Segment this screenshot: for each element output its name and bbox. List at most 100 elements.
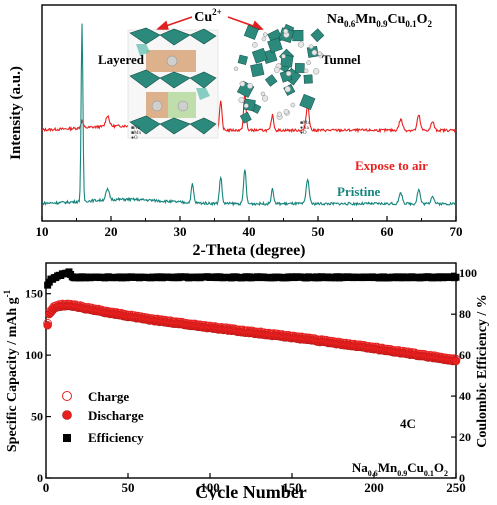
xrd-x-tick-label: 20 <box>105 224 118 239</box>
xrd-panel: 10 20 30 40 50 60 70 Intensity (a.u.) 2-Theta … <box>8 4 463 259</box>
svg-text:■Mn: ■Mn <box>300 121 310 126</box>
cycling-y2-tick-label: 100 <box>459 266 477 280</box>
cycling-y2-tick-label: 0 <box>459 471 465 485</box>
svg-text:●Na: ●Na <box>300 126 310 131</box>
tunnel-atom <box>311 49 318 56</box>
tunnel-atom <box>252 41 258 48</box>
xrd-x-axis-label: 2-Theta (degree) <box>193 242 306 259</box>
cycling-x-tick-label: 0 <box>43 480 50 495</box>
cycling-y2-tick-label: 60 <box>459 348 471 362</box>
legend-charge-label: Charge <box>88 389 129 404</box>
tunnel-atom <box>285 70 292 77</box>
xrd-x-tick-label: 40 <box>243 224 256 239</box>
cycling-plot-frame <box>45 262 457 479</box>
tunnel-atom <box>238 97 245 104</box>
svg-text:■Na: ■Na <box>131 126 141 131</box>
tunnel-structure-image: ■Mn●Na●O <box>233 23 325 136</box>
tunnel-atom <box>239 80 246 87</box>
cycling-y-tick-label: 100 <box>25 348 43 362</box>
xrd-x-tick-label: 10 <box>36 224 49 239</box>
discharge-point <box>43 321 52 330</box>
discharge-point <box>451 356 461 366</box>
tunnel-octahedron <box>303 74 313 84</box>
tunnel-atom <box>303 68 309 74</box>
tunnel-atom <box>306 60 312 66</box>
xrd-label-pristine: Pristine <box>337 184 381 199</box>
xrd-label-exposed: Expose to air <box>355 158 428 173</box>
tunnel-atom <box>283 28 289 34</box>
tunnel-octahedron <box>237 54 248 65</box>
tunnel-label: Tunnel <box>322 52 361 67</box>
xrd-x-tick-label: 30 <box>174 224 187 239</box>
cycling-y2-axis-label: Coulombic Efficiency / % <box>475 294 490 448</box>
xrd-x-tick-label: 50 <box>312 224 325 239</box>
tunnel-atom <box>260 91 266 96</box>
cycling-legend: Charge Discharge Efficiency <box>62 389 144 445</box>
cycling-y-tick-label: 0 <box>37 471 43 485</box>
tunnel-octahedron <box>243 24 259 40</box>
tunnel-atom <box>273 66 280 73</box>
xrd-formula: Na0.6Mn0.9Cu0.1O2 <box>327 12 433 29</box>
tunnel-atom <box>276 111 282 117</box>
cycling-y-tick-label: 150 <box>25 287 43 301</box>
layered-structure-image: ■Na■Mn●O <box>127 27 219 141</box>
svg-text:●O: ●O <box>131 136 138 141</box>
tunnel-atom <box>317 51 323 56</box>
xrd-series-line <box>41 92 457 134</box>
tunnel-octahedron <box>267 37 283 54</box>
cycling-x-tick-label: 200 <box>364 480 384 495</box>
tunnel-atom <box>281 53 286 59</box>
svg-text:●O: ●O <box>300 131 307 136</box>
cycling-x-tick-label: 150 <box>282 480 302 495</box>
tunnel-atom <box>312 68 320 75</box>
tunnel-octahedron <box>299 93 316 110</box>
legend-discharge-marker <box>62 410 72 420</box>
cycling-y2-tick-label: 80 <box>459 307 471 321</box>
tunnel-atom <box>261 95 269 102</box>
tunnel-atom <box>261 36 267 42</box>
tunnel-octahedron <box>294 63 305 73</box>
cycling-y-axis-label: Specific Capacity / mAh g-1 <box>2 289 20 452</box>
efficiency-point <box>452 273 460 281</box>
layered-label: Layered <box>98 52 145 67</box>
tunnel-atom <box>283 109 289 115</box>
charge-point <box>43 319 53 328</box>
tunnel-atom <box>243 103 249 109</box>
tunnel-octahedron <box>310 28 325 43</box>
tunnel-atom <box>290 102 296 108</box>
tunnel-octahedron <box>264 74 278 87</box>
xrd-x-ticks: 10 20 30 40 50 60 70 <box>36 216 463 239</box>
tunnel-octahedron <box>292 30 304 42</box>
tunnel-atom <box>284 85 291 93</box>
charge-point <box>451 354 461 364</box>
xrd-lines <box>41 23 457 207</box>
legend-discharge-label: Discharge <box>88 408 144 423</box>
tunnel-atom <box>247 82 253 89</box>
svg-text:■Mn: ■Mn <box>131 131 141 136</box>
tunnel-atom <box>297 41 305 48</box>
tunnel-atom <box>233 66 239 71</box>
tunnel-octahedron <box>239 111 252 124</box>
tunnel-octahedron <box>250 62 265 78</box>
cycling-x-tick-label: 100 <box>200 480 220 495</box>
legend-charge-marker <box>62 391 72 401</box>
cycling-x-tick-label: 50 <box>122 480 135 495</box>
cycling-formula: Na0.6Mn0.9Cu0.1O2 <box>352 460 448 478</box>
rate-label: 4C <box>400 416 416 431</box>
cycling-x-axis-label: Cycle Number <box>195 482 306 500</box>
cu-ion-label: Cu2+ <box>194 7 222 25</box>
xrd-x-tick-label: 70 <box>450 224 463 239</box>
cycling-y-tick-label: 50 <box>31 410 43 424</box>
tunnel-octahedron <box>251 47 268 64</box>
legend-efficiency-label: Efficiency <box>88 430 144 445</box>
xrd-series-line <box>41 23 457 207</box>
legend-efficiency-marker <box>63 434 71 442</box>
cycling-y2-tick-label: 20 <box>459 430 471 444</box>
cycling-x-tick-label: 250 <box>446 480 466 495</box>
cycling-y2-tick-label: 40 <box>459 389 471 403</box>
xrd-x-tick-label: 60 <box>381 224 394 239</box>
xrd-y-axis-label: Intensity (a.u.) <box>8 66 24 160</box>
